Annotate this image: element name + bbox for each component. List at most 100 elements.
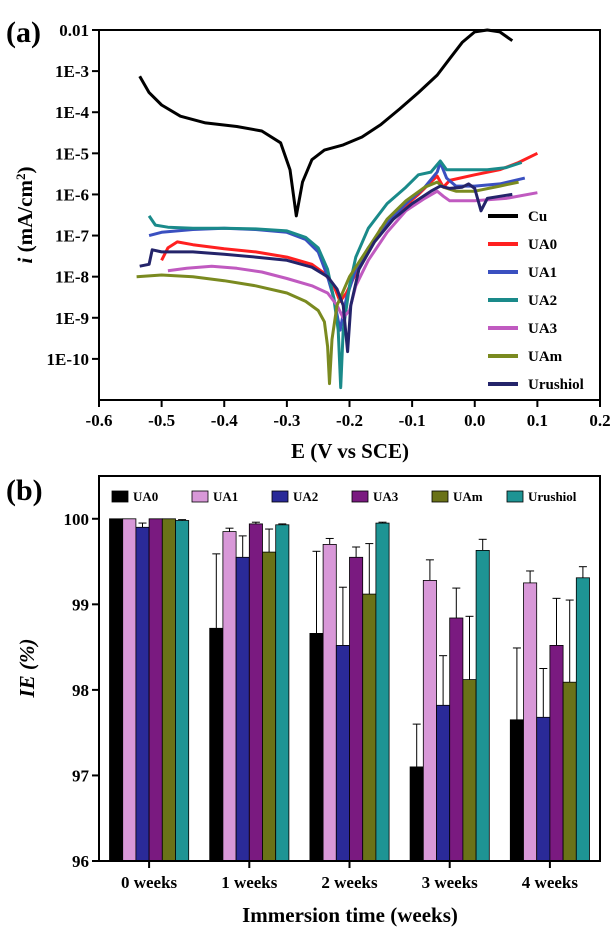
y-tick-label: 97 (72, 766, 90, 785)
polarization-curves (136, 28, 539, 390)
bar-uam-3-weeks (462, 679, 477, 862)
bar-ua3-3-weeks (449, 617, 464, 862)
category-label-1-weeks: 1 weeks (221, 873, 278, 892)
panel-b-x-axis: 0 weeks 1 weeks 2 weeks 3 weeks 4 weeks (121, 861, 578, 892)
bar-ua3-2-weeks (349, 556, 364, 862)
legend-swatch-ua1 (191, 490, 209, 503)
legend-swatch-ua2 (271, 490, 289, 503)
y-title-sup: 2 (13, 174, 28, 181)
y-tick-label: 100 (64, 510, 90, 529)
bar-uam-4-weeks (562, 681, 577, 862)
bar-uam-2-weeks (362, 593, 377, 862)
y-tick-label: 1E-3 (55, 62, 89, 81)
panel-b-y-axis-title: IE (%) (15, 639, 39, 699)
panel-b-ie-bar-chart: (b) 0 weeks 1 weeks 2 weeks 3 weeks 4 weeks … (6, 474, 601, 927)
bar-ua0-0-weeks (109, 518, 124, 862)
x-tick-label: -0.1 (399, 411, 426, 430)
y-tick-label: 1E-9 (55, 309, 89, 328)
bar-urushiol-0-weeks (175, 520, 190, 862)
bar-ua0-1-weeks (209, 627, 224, 862)
legend-label-ua2: UA2 (528, 293, 557, 309)
panel-a-polarization-chart: (a) -0.6 -0.5 -0.4 -0.3 -0.2 -0.1 0.0 0.1 0.2 0.… (6, 16, 611, 463)
bar-urushiol-2-weeks (375, 522, 390, 862)
panel-a-y-axis: 0.01 1E-3 1E-4 1E-5 1E-6 1E-7 1E-8 1E-9 1E-10 (47, 21, 99, 369)
panel-a-x-axis: -0.6 -0.5 -0.4 -0.3 -0.2 -0.1 0.0 0.1 0.2 (86, 400, 611, 430)
x-tick-label: -0.6 (86, 411, 113, 430)
panel-b-x-axis-title: Immersion time (weeks) (242, 903, 458, 927)
legend-label-ua0: UA0 (133, 489, 158, 504)
bar-ua2-0-weeks (135, 526, 150, 862)
bar-ua0-3-weeks (409, 766, 424, 862)
panel-b-y-axis: 96 97 98 99 100 (64, 510, 99, 871)
panel-b-label: (b) (6, 474, 43, 507)
legend-swatch-uam (431, 490, 449, 503)
x-tick-label: -0.4 (211, 411, 238, 430)
curve-uam (136, 180, 519, 386)
y-tick-label: 99 (72, 595, 89, 614)
bar-urushiol-1-weeks (275, 524, 290, 862)
bar-ua1-4-weeks (523, 582, 538, 862)
bar-ua1-0-weeks (122, 518, 137, 862)
legend-swatch-ua3 (351, 490, 369, 503)
legend-label-ua0: UA0 (528, 237, 557, 253)
y-tick-label: 1E-8 (55, 268, 89, 287)
y-tick-label: 1E-4 (55, 103, 90, 122)
panel-b-legend: UA0 UA1 UA2 UA3 UAm Urushiol (111, 489, 577, 504)
curve-cu (138, 28, 514, 218)
legend-label-uam: UAm (528, 349, 563, 365)
bar-ua3-4-weeks (549, 645, 564, 862)
category-label-0-weeks: 0 weeks (121, 873, 178, 892)
curve-ua2 (147, 159, 523, 390)
bar-ua1-3-weeks (422, 580, 437, 862)
panel-a-y-axis-title: i (mA/cm2) (13, 167, 38, 264)
x-tick-label: -0.3 (273, 411, 300, 430)
panel-a-x-axis-title: E (V vs SCE) (291, 439, 409, 463)
y-tick-label: 96 (72, 852, 89, 871)
y-tick-label: 1E-7 (55, 227, 90, 246)
bar-uam-0-weeks (161, 518, 176, 862)
category-label-2-weeks: 2 weeks (321, 873, 378, 892)
y-tick-label: 1E-6 (55, 185, 89, 204)
y-tick-label: 1E-5 (55, 144, 89, 163)
category-label-3-weeks: 3 weeks (422, 873, 479, 892)
bar-ua2-3-weeks (436, 704, 451, 862)
y-title-end: ) (13, 167, 37, 174)
y-tick-label: 98 (72, 681, 89, 700)
panel-a-legend: Cu UA0 UA1 UA2 UA3 UAm Urushiol (488, 209, 584, 393)
bar-ua3-1-weeks (248, 523, 263, 862)
legend-swatch-ua0 (111, 490, 129, 503)
legend-label-urushiol: Urushiol (528, 489, 577, 504)
bar-ua2-2-weeks (335, 645, 350, 862)
legend-label-uam: UAm (453, 489, 483, 504)
x-tick-label: 0.0 (464, 411, 485, 430)
x-tick-label: 0.1 (527, 411, 548, 430)
legend-swatch-urushiol (506, 490, 524, 503)
bar-ua2-4-weeks (536, 716, 551, 862)
legend-label-ua3: UA3 (373, 489, 399, 504)
bar-ua0-2-weeks (309, 633, 324, 862)
bar-ua3-0-weeks (148, 518, 163, 862)
bar-ua1-2-weeks (322, 544, 337, 862)
y-tick-label: 1E-10 (47, 350, 90, 369)
bar-ua2-1-weeks (235, 556, 250, 862)
x-tick-label: -0.5 (148, 411, 175, 430)
ie-bars (109, 518, 590, 862)
bar-ua0-4-weeks (509, 719, 524, 862)
legend-label-urushiol: Urushiol (528, 377, 584, 393)
y-tick-label: 0.01 (59, 21, 89, 40)
legend-label-ua3: UA3 (528, 321, 557, 337)
panel-a-label: (a) (6, 16, 41, 49)
y-title-italic: i (13, 257, 37, 263)
legend-label-ua2: UA2 (293, 489, 318, 504)
legend-label-ua1: UA1 (213, 489, 238, 504)
bar-uam-1-weeks (262, 551, 277, 862)
bar-urushiol-3-weeks (475, 550, 490, 862)
category-label-4-weeks: 4 weeks (522, 873, 579, 892)
x-tick-label: -0.2 (336, 411, 363, 430)
x-tick-label: 0.2 (589, 411, 610, 430)
curve-urushiol (139, 182, 513, 354)
bar-urushiol-4-weeks (575, 577, 590, 862)
y-title-rest: (mA/cm (13, 180, 37, 258)
legend-label-cu: Cu (528, 209, 547, 225)
